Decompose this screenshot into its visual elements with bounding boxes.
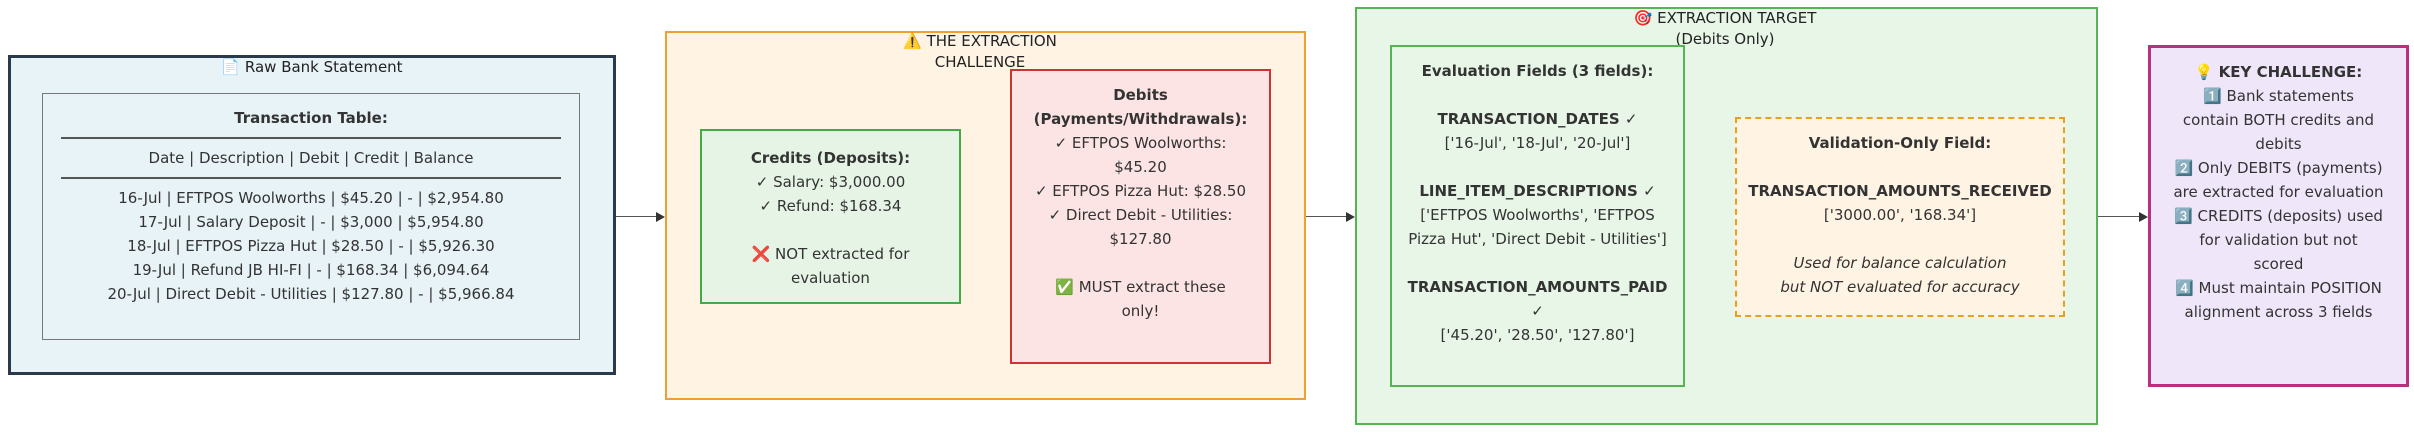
arrowhead-challenge-to-target bbox=[1346, 212, 1355, 222]
credits-title: Credits (Deposits): bbox=[750, 149, 911, 167]
field-name: TRANSACTION_AMOUNTS_PAID ✓ bbox=[1407, 278, 1668, 320]
validation-field-name: TRANSACTION_AMOUNTS_RECEIVED bbox=[1748, 182, 2052, 200]
credits-node: Credits (Deposits): ✓ Salary: $3,000.00 … bbox=[700, 129, 961, 304]
validation-title: Validation-Only Field: bbox=[1808, 134, 1992, 152]
key-point: 3️⃣ CREDITS (deposits) used for validati… bbox=[2174, 207, 2383, 273]
key-point: 1️⃣ Bank statements contain BOTH credits… bbox=[2182, 87, 2375, 153]
validation-note: Used for balance calculation bbox=[1793, 254, 2007, 272]
key-point: 4️⃣ Must maintain POSITION alignment acr… bbox=[2175, 279, 2382, 321]
field-value: ['16-Jul', '18-Jul', '20-Jul'] bbox=[1444, 134, 1631, 152]
key-challenge-title: 💡 KEY CHALLENGE: bbox=[2194, 63, 2363, 81]
extraction-challenge-title: ⚠️ THE EXTRACTION CHALLENGE bbox=[903, 32, 1057, 71]
raw-bank-statement-title: 📄 Raw Bank Statement bbox=[221, 58, 403, 76]
table-header-row: Date | Description | Debit | Credit | Ba… bbox=[148, 149, 474, 167]
arrow-target-to-key bbox=[2098, 216, 2139, 217]
debits-item: ✓ Direct Debit - Utilities: $127.80 bbox=[1048, 206, 1233, 248]
arrow-raw-to-challenge bbox=[616, 216, 656, 217]
credits-item: ✓ Salary: $3,000.00 bbox=[755, 173, 906, 191]
table-row: 17-Jul | Salary Deposit | - | $3,000 | $… bbox=[138, 213, 484, 231]
table-row: 19-Jul | Refund JB HI-FI | - | $168.34 |… bbox=[132, 261, 490, 279]
field-value: ['EFTPOS Woolworths', 'EFTPOS Pizza Hut'… bbox=[1408, 206, 1667, 248]
evaluation-fields-node: Evaluation Fields (3 fields): TRANSACTIO… bbox=[1390, 45, 1685, 387]
field-name: LINE_ITEM_DESCRIPTIONS ✓ bbox=[1419, 182, 1656, 200]
table-row: 16-Jul | EFTPOS Woolworths | $45.20 | - … bbox=[118, 189, 504, 207]
validation-note: but NOT evaluated for accuracy bbox=[1780, 278, 2020, 296]
debits-item: ✓ EFTPOS Woolworths: $45.20 bbox=[1054, 134, 1227, 176]
table-row: 18-Jul | EFTPOS Pizza Hut | $28.50 | - |… bbox=[127, 237, 495, 255]
credits-item: ✓ Refund: $168.34 bbox=[759, 197, 902, 215]
validation-only-field-node: Validation-Only Field: TRANSACTION_AMOUN… bbox=[1735, 117, 2065, 317]
debits-note: ✅ MUST extract these only! bbox=[1055, 278, 1226, 320]
arrow-challenge-to-target bbox=[1306, 216, 1346, 217]
evaluation-fields-title: Evaluation Fields (3 fields): bbox=[1421, 62, 1654, 80]
transaction-table-node: Transaction Table: Date | Description | … bbox=[42, 93, 580, 340]
arrowhead-target-to-key bbox=[2139, 212, 2148, 222]
extraction-target-title: 🎯 EXTRACTION TARGET (Debits Only) bbox=[1633, 9, 1817, 48]
table-divider-top bbox=[61, 137, 561, 139]
key-challenge-node: 💡 KEY CHALLENGE: 1️⃣ Bank statements con… bbox=[2148, 45, 2409, 387]
validation-field-value: ['3000.00', '168.34'] bbox=[1823, 206, 1977, 224]
key-point: 2️⃣ Only DEBITS (payments) are extracted… bbox=[2173, 159, 2384, 201]
field-name: TRANSACTION_DATES ✓ bbox=[1437, 110, 1638, 128]
debits-item: ✓ EFTPOS Pizza Hut: $28.50 bbox=[1034, 182, 1247, 200]
credits-note: ❌ NOT extracted for evaluation bbox=[751, 245, 910, 287]
debits-node: Debits (Payments/Withdrawals): ✓ EFTPOS … bbox=[1010, 69, 1271, 364]
arrowhead-raw-to-challenge bbox=[656, 212, 665, 222]
debits-title: Debits (Payments/Withdrawals): bbox=[1033, 86, 1248, 128]
field-value: ['45.20', '28.50', '127.80'] bbox=[1440, 326, 1635, 344]
table-row: 20-Jul | Direct Debit - Utilities | $127… bbox=[107, 285, 515, 303]
table-divider-bottom bbox=[61, 177, 561, 179]
transaction-table-title: Transaction Table: bbox=[234, 109, 388, 127]
